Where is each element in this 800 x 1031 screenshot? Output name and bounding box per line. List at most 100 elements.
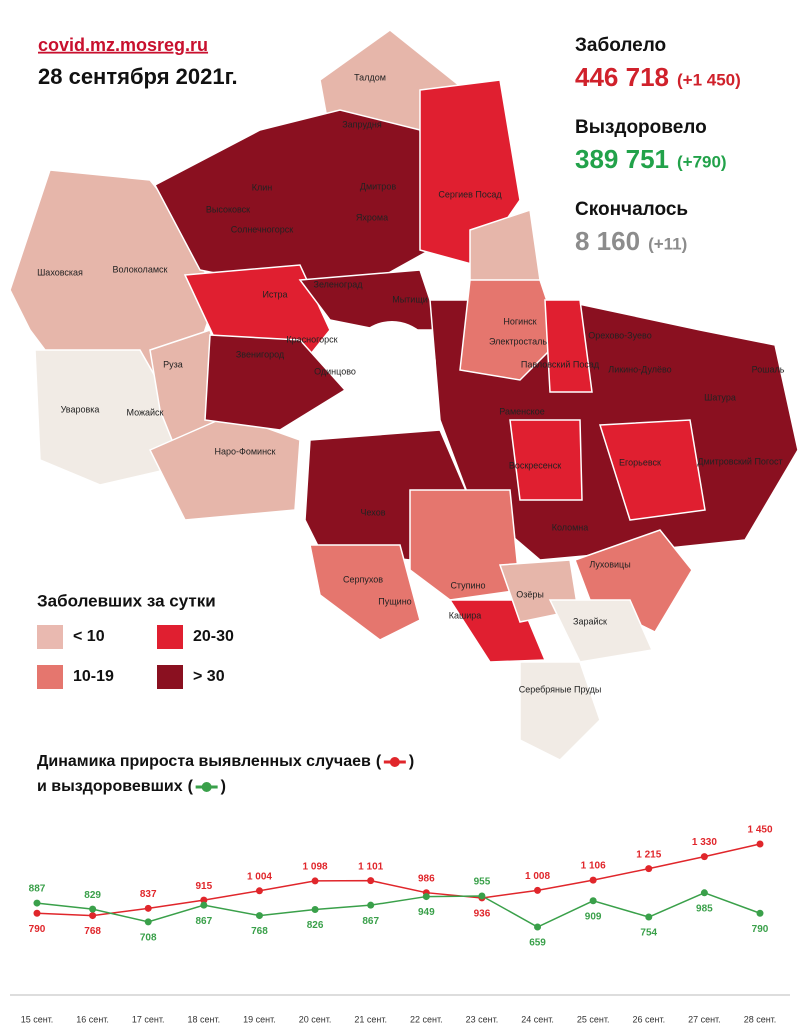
point <box>33 909 41 917</box>
legend-label: 10-19 <box>73 668 114 685</box>
stat-delta: (+11) <box>648 234 687 253</box>
value-label: 1 106 <box>581 861 606 872</box>
legend-label: < 10 <box>73 628 105 645</box>
district-area <box>309 544 421 641</box>
stat-delta: (+790) <box>677 152 727 171</box>
map-label: Солнечногорск <box>231 224 293 234</box>
legend-swatch <box>157 625 183 649</box>
value-label: 754 <box>640 928 657 939</box>
district-area <box>519 661 601 761</box>
x-tick-label: 25 сент. <box>577 1014 610 1024</box>
value-label: 790 <box>752 924 769 935</box>
map-label: Одинцово <box>314 366 356 376</box>
point <box>589 876 597 884</box>
map-label: Кашира <box>449 610 482 620</box>
legend-label: 20-30 <box>193 628 234 645</box>
value-label: 915 <box>196 881 213 892</box>
value-label: 936 <box>474 909 491 920</box>
map-label: Луховицы <box>589 559 630 569</box>
map-label: Уваровка <box>61 404 100 414</box>
map-label: Павловский Посад <box>521 359 600 369</box>
legend-swatch <box>37 625 63 649</box>
legend-swatch <box>37 665 63 689</box>
point <box>144 918 152 926</box>
legend-marker <box>389 757 400 767</box>
stat-label: Скончалось <box>575 199 688 220</box>
x-tick-label: 18 сент. <box>188 1014 221 1024</box>
paren: ) <box>221 778 226 795</box>
value-label: 708 <box>140 932 157 943</box>
series-line <box>36 843 761 917</box>
district-area <box>409 489 521 601</box>
date: 28 сентября 2021г. <box>38 64 238 89</box>
district-area <box>544 299 593 393</box>
value-label: 986 <box>418 873 435 884</box>
map-label: Шаховская <box>37 267 83 277</box>
point <box>311 905 319 913</box>
point <box>534 886 542 894</box>
district-area <box>598 419 706 521</box>
value-label: 867 <box>362 916 379 927</box>
value-label: 659 <box>529 938 546 949</box>
map-label: Можайск <box>127 407 164 417</box>
value-label: 955 <box>474 877 491 888</box>
map-label: Мытищи <box>392 294 428 304</box>
map-label: Ногинск <box>503 316 536 326</box>
map-label: Истра <box>262 289 287 299</box>
x-tick-label: 22 сент. <box>410 1014 443 1024</box>
x-tick-label: 21 сент. <box>354 1014 387 1024</box>
paren: ( <box>188 778 194 795</box>
point <box>144 904 152 912</box>
x-tick-label: 27 сент. <box>688 1014 721 1024</box>
value-label: 949 <box>418 907 435 918</box>
map-label: Шатура <box>704 392 736 402</box>
map-label: Руза <box>163 359 183 369</box>
value-label: 1 004 <box>247 871 272 882</box>
map-label: Яхрома <box>356 212 388 222</box>
map-label: Запрудня <box>342 119 382 129</box>
legend-marker <box>201 782 212 792</box>
district-area <box>459 279 561 381</box>
map-label: Ликино-Дулёво <box>608 364 671 374</box>
map-label: Пущино <box>378 596 411 606</box>
map-label: Клин <box>252 182 273 192</box>
value-label: 768 <box>251 926 268 937</box>
map-label: Серебряные Пруды <box>519 684 602 694</box>
stat-value: 389 751 <box>575 144 669 174</box>
x-tick-label: 15 сент. <box>21 1014 54 1024</box>
value-label: 985 <box>696 903 713 914</box>
map-label: Воскресенск <box>509 460 561 470</box>
point <box>89 905 97 913</box>
map-label: Высоковск <box>206 204 250 214</box>
map-label: Коломна <box>552 522 589 532</box>
value-label: 1 008 <box>525 871 550 882</box>
value-label: 1 101 <box>358 861 383 872</box>
district-area <box>153 109 431 291</box>
map-label: Электросталь <box>489 336 547 346</box>
map-label: Наро-Фоминск <box>215 446 276 456</box>
value-label: 887 <box>29 884 46 895</box>
map-label: Сергиев Посад <box>438 189 502 199</box>
stat-value: 8 160 <box>575 226 640 256</box>
map-label: Талдом <box>354 72 386 82</box>
map-label: Звенигород <box>236 349 285 359</box>
point <box>700 889 708 897</box>
map-label: Красногорск <box>286 334 337 344</box>
value-label: 829 <box>84 890 101 901</box>
map-label: Озёры <box>516 589 544 599</box>
point <box>645 913 653 921</box>
map-label: Волоколамск <box>113 264 168 274</box>
point <box>589 897 597 905</box>
point <box>645 865 653 873</box>
x-tick-label: 19 сент. <box>243 1014 276 1024</box>
value-label: 1 330 <box>692 837 717 848</box>
stat-label: Заболело <box>575 35 666 56</box>
map-label: Ступино <box>450 580 485 590</box>
x-tick-label: 28 сент. <box>744 1014 777 1024</box>
point <box>255 912 263 920</box>
map-label: Орехово-Зуево <box>588 330 651 340</box>
value-label: 867 <box>196 916 213 927</box>
district-area <box>204 334 347 431</box>
